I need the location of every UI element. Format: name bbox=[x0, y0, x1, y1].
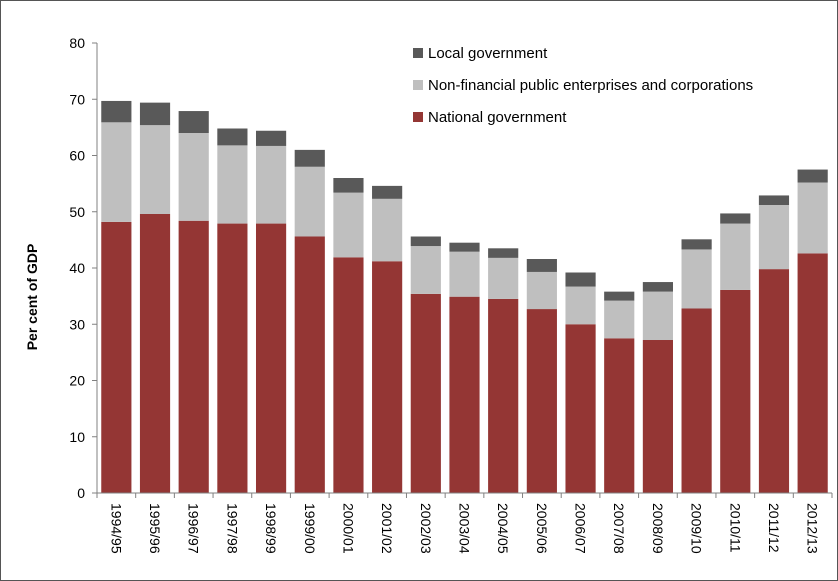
y-tick-label: 30 bbox=[69, 316, 85, 332]
y-tick-label: 80 bbox=[69, 35, 85, 51]
bar-local-government-1996-97 bbox=[178, 111, 209, 133]
y-tick-label: 60 bbox=[69, 148, 85, 164]
x-tick-label: 2001/02 bbox=[379, 503, 395, 554]
x-tick-label: 2009/10 bbox=[689, 503, 705, 554]
bar-non-financial-public-enterprises-and-corporations-2012-13 bbox=[797, 182, 828, 254]
legend-swatch bbox=[413, 112, 423, 122]
x-tick-label: 1997/98 bbox=[224, 503, 240, 554]
bar-local-government-2011-12 bbox=[758, 195, 790, 205]
y-tick-label: 20 bbox=[69, 373, 85, 389]
bar-non-financial-public-enterprises-and-corporations-2002-03 bbox=[410, 246, 441, 294]
bar-local-government-2001-02 bbox=[372, 185, 403, 199]
bar-local-government-2006-07 bbox=[565, 272, 596, 287]
bar-local-government-2010-11 bbox=[720, 213, 751, 224]
bar-national-government-2009-10 bbox=[681, 308, 712, 493]
legend-swatch bbox=[413, 48, 423, 58]
bar-national-government-2003-04 bbox=[449, 296, 480, 493]
bar-national-government-2005-06 bbox=[526, 309, 557, 493]
bar-local-government-2005-06 bbox=[526, 259, 557, 272]
bar-local-government-2003-04 bbox=[449, 242, 480, 252]
y-tick-label: 10 bbox=[69, 429, 85, 445]
bar-national-government-1998-99 bbox=[255, 223, 287, 493]
x-tick-label: 2002/03 bbox=[418, 503, 434, 554]
legend: Local government Non-financial public ent… bbox=[413, 45, 753, 126]
bar-non-financial-public-enterprises-and-corporations-2005-06 bbox=[526, 271, 557, 310]
legend-label: Non-financial public enterprises and cor… bbox=[428, 77, 753, 94]
bar-national-government-1999-00 bbox=[294, 236, 325, 493]
bar-non-financial-public-enterprises-and-corporations-2009-10 bbox=[681, 249, 712, 309]
bar-non-financial-public-enterprises-and-corporations-1998-99 bbox=[255, 145, 287, 224]
bar-national-government-1996-97 bbox=[178, 220, 209, 493]
bar-local-government-2002-03 bbox=[410, 236, 441, 247]
bar-non-financial-public-enterprises-and-corporations-2008-09 bbox=[642, 291, 673, 341]
bar-non-financial-public-enterprises-and-corporations-1999-00 bbox=[294, 166, 325, 237]
x-tick-label: 1996/97 bbox=[186, 503, 202, 554]
bar-national-government-2008-09 bbox=[642, 340, 673, 493]
legend-label: Local government bbox=[428, 45, 548, 62]
bar-non-financial-public-enterprises-and-corporations-2000-01 bbox=[333, 192, 364, 258]
x-tick-label: 2005/06 bbox=[534, 503, 550, 554]
bar-local-government-1994-95 bbox=[101, 100, 132, 123]
bar-national-government-1997-98 bbox=[217, 223, 248, 493]
x-tick-label: 2003/04 bbox=[457, 503, 473, 554]
bar-non-financial-public-enterprises-and-corporations-2007-08 bbox=[604, 300, 635, 339]
bar-local-government-2000-01 bbox=[333, 178, 364, 193]
bar-local-government-2007-08 bbox=[604, 291, 635, 301]
legend-swatch bbox=[413, 80, 423, 90]
bar-non-financial-public-enterprises-and-corporations-2003-04 bbox=[449, 251, 480, 297]
bar-national-government-2006-07 bbox=[565, 324, 596, 493]
axes-layer: 0 10 20 30 40 50 60 70 80 1994/95 1995/96 1996/97 19… bbox=[69, 35, 833, 554]
bar-non-financial-public-enterprises-and-corporations-2006-07 bbox=[565, 286, 596, 325]
bar-national-government-2000-01 bbox=[333, 257, 364, 493]
x-tick-label: 2000/01 bbox=[340, 503, 356, 554]
bar-local-government-2009-10 bbox=[681, 239, 712, 250]
bar-local-government-1997-98 bbox=[217, 128, 248, 146]
x-tick-label: 2012/13 bbox=[805, 503, 821, 554]
y-tick-label: 40 bbox=[69, 260, 85, 276]
bar-national-government-2011-12 bbox=[758, 269, 790, 494]
bar-national-government-2004-05 bbox=[488, 298, 519, 493]
bar-non-financial-public-enterprises-and-corporations-1997-98 bbox=[217, 145, 248, 224]
x-tick-label: 1994/95 bbox=[108, 503, 124, 554]
bar-non-financial-public-enterprises-and-corporations-1994-95 bbox=[101, 122, 132, 222]
bar-local-government-2008-09 bbox=[642, 282, 673, 292]
bars-layer bbox=[101, 100, 828, 494]
legend-label: National government bbox=[428, 109, 567, 126]
x-tick-label: 2007/08 bbox=[611, 503, 627, 554]
x-tick-label: 2006/07 bbox=[573, 503, 589, 554]
x-tick-label: 1995/96 bbox=[147, 503, 163, 554]
y-tick-label: 0 bbox=[77, 485, 85, 501]
bar-local-government-1999-00 bbox=[294, 149, 325, 167]
bar-non-financial-public-enterprises-and-corporations-2004-05 bbox=[488, 257, 519, 299]
bar-national-government-2010-11 bbox=[720, 289, 751, 493]
x-tick-label: 1999/00 bbox=[302, 503, 318, 554]
x-tick-label: 2008/09 bbox=[650, 503, 666, 554]
bar-national-government-2012-13 bbox=[797, 253, 828, 494]
bar-non-financial-public-enterprises-and-corporations-1996-97 bbox=[178, 133, 209, 221]
bar-national-government-2007-08 bbox=[604, 338, 635, 493]
bar-non-financial-public-enterprises-and-corporations-1995-96 bbox=[139, 125, 171, 214]
y-tick-label: 50 bbox=[69, 204, 85, 220]
x-tick-label: 2011/12 bbox=[766, 503, 782, 553]
bar-non-financial-public-enterprises-and-corporations-2010-11 bbox=[720, 223, 751, 290]
bar-local-government-2012-13 bbox=[797, 169, 828, 183]
y-tick-label: 70 bbox=[69, 91, 85, 107]
bar-non-financial-public-enterprises-and-corporations-2001-02 bbox=[372, 198, 403, 262]
bar-national-government-1994-95 bbox=[101, 221, 132, 494]
bar-national-government-1995-96 bbox=[139, 214, 171, 493]
bar-local-government-1998-99 bbox=[255, 130, 287, 146]
bar-non-financial-public-enterprises-and-corporations-2011-12 bbox=[758, 205, 790, 270]
bar-local-government-1995-96 bbox=[139, 102, 171, 126]
x-tick-label: 1998/99 bbox=[263, 503, 279, 554]
bar-national-government-2002-03 bbox=[410, 293, 441, 494]
y-axis-title: Per cent of GDP bbox=[24, 244, 40, 351]
x-tick-label: 2010/11 bbox=[727, 503, 743, 553]
x-tick-label: 2004/05 bbox=[495, 503, 511, 554]
bar-national-government-2001-02 bbox=[372, 261, 403, 493]
bar-local-government-2004-05 bbox=[488, 248, 519, 258]
